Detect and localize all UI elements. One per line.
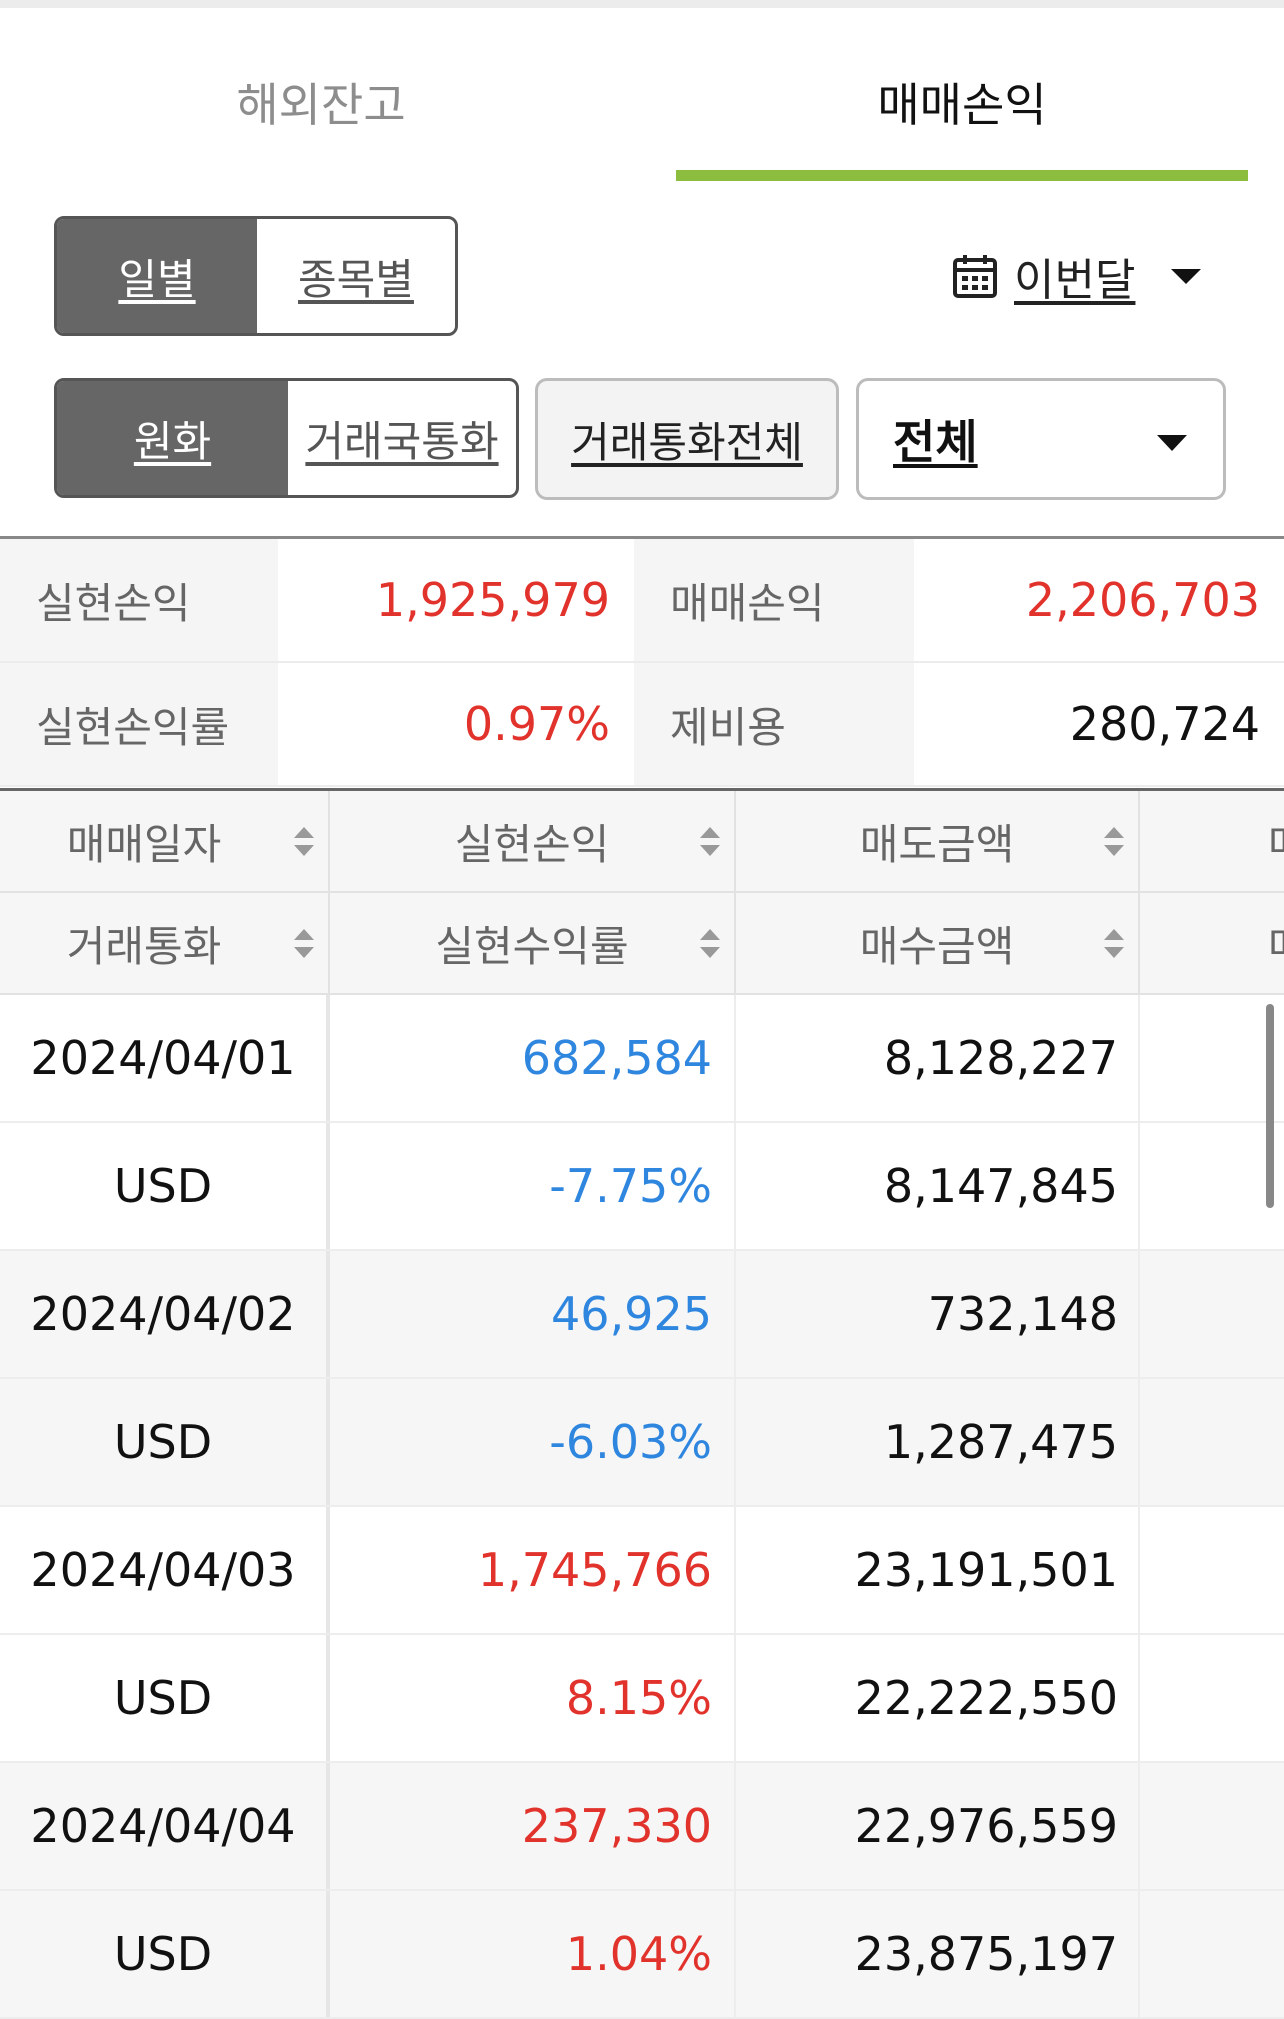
table-row[interactable]: 2024/04/03 1,745,766 23,191,501 (0, 1507, 1284, 1635)
header-buy-amount[interactable]: 매수금액 (736, 893, 1140, 993)
buy-amount-cell: 8,147,845 (736, 1123, 1140, 1249)
trade-date-cell: 2024/04/03 (0, 1507, 330, 1633)
summary-panel: 실현손익 1,925,979 매매손익 2,206,703 실현손익률 0.97… (0, 536, 1284, 787)
realized-rate-cell: 8.15% (330, 1635, 736, 1761)
col4-cell (1140, 1507, 1284, 1633)
realized-pl-value: 1,925,979 (375, 573, 610, 627)
realized-rate-value: 0.97% (463, 697, 610, 751)
header-sell-amount[interactable]: 매도금액 (736, 791, 1140, 891)
krw-toggle[interactable]: 원화 (57, 381, 288, 495)
sort-icon (294, 929, 314, 959)
table-row[interactable]: USD -7.75% 8,147,845 (0, 1123, 1284, 1251)
col4-cell (1140, 1891, 1284, 2017)
buy-amount-cell: 1,287,475 (736, 1379, 1140, 1505)
header-col4-bottom[interactable]: 매 (1140, 893, 1284, 993)
col4-cell (1140, 1763, 1284, 1889)
col4-cell (1140, 1251, 1284, 1377)
table-row-group[interactable]: 2024/04/01 682,584 8,128,227 USD -7.75% 8,147… (0, 995, 1284, 1251)
local-currency-toggle[interactable]: 거래국통화 (305, 416, 499, 466)
table-body: 2024/04/01 682,584 8,128,227 USD -7.75% 8,147… (0, 995, 1284, 2019)
sort-icon (700, 929, 720, 959)
currency-toggle: 원화 거래국통화 (54, 378, 519, 498)
top-divider (0, 0, 1284, 8)
table-row-group[interactable]: 2024/04/04 237,330 22,976,559 USD 1.04% 23,87… (0, 1763, 1284, 2019)
table-row[interactable]: 2024/04/04 237,330 22,976,559 (0, 1763, 1284, 1891)
table-row-group[interactable]: 2024/04/02 46,925 732,148 USD -6.03% 1,287,47… (0, 1251, 1284, 1507)
trade-table: 매매일자 실현손익 매도금액 매 거래통화 실현수익률 매수금액 매 2024/… (0, 788, 1284, 2019)
trade-date-cell: 2024/04/02 (0, 1251, 330, 1377)
fees-label: 제비용 (634, 663, 914, 785)
col4-cell (1140, 1379, 1284, 1505)
chevron-down-icon (1171, 268, 1202, 284)
chevron-down-icon (1157, 435, 1187, 451)
currency-cell: USD (0, 1379, 330, 1505)
table-row[interactable]: USD 1.04% 23,875,197 (0, 1891, 1284, 2019)
active-tab-indicator (676, 170, 1248, 181)
header-realized-rate[interactable]: 실현수익률 (330, 893, 736, 993)
col4-cell (1140, 995, 1284, 1121)
realized-pl-label: 실현손익 (0, 539, 278, 661)
trade-date-cell: 2024/04/01 (0, 995, 330, 1121)
all-currency-button[interactable]: 거래통화전체 (535, 378, 839, 500)
trade-pl-value: 2,206,703 (1025, 573, 1260, 627)
period-selector[interactable]: 이번달 (952, 244, 1202, 308)
header-realized-pl[interactable]: 실현손익 (330, 791, 736, 891)
calendar-icon (953, 255, 997, 298)
realized-pl-cell: 682,584 (330, 995, 736, 1121)
table-row-group[interactable]: 2024/04/03 1,745,766 23,191,501 USD 8.15% 22,… (0, 1507, 1284, 1763)
currency-cell: USD (0, 1891, 330, 2017)
header-trade-date[interactable]: 매매일자 (0, 791, 330, 891)
col4-cell (1140, 1635, 1284, 1761)
sort-icon (1104, 929, 1124, 959)
table-row[interactable]: USD 8.15% 22,222,550 (0, 1635, 1284, 1763)
buy-amount-cell: 23,875,197 (736, 1891, 1140, 2017)
filter-select[interactable]: 전체 (856, 378, 1226, 500)
realized-rate-label: 실현손익률 (0, 663, 278, 785)
table-row[interactable]: 2024/04/01 682,584 8,128,227 (0, 995, 1284, 1123)
trade-pl-label: 매매손익 (634, 539, 914, 661)
view-toggle: 일별 종목별 (54, 216, 458, 336)
tab-overseas-balance[interactable]: 해외잔고 (236, 78, 406, 132)
sell-amount-cell: 732,148 (736, 1251, 1140, 1377)
sell-amount-cell: 23,191,501 (736, 1507, 1140, 1633)
by-item-toggle[interactable]: 종목별 (298, 254, 414, 304)
trade-date-cell: 2024/04/04 (0, 1763, 330, 1889)
table-row[interactable]: 2024/04/02 46,925 732,148 (0, 1251, 1284, 1379)
currency-cell: USD (0, 1635, 330, 1761)
header-col4-top[interactable]: 매 (1140, 791, 1284, 891)
realized-pl-cell: 46,925 (330, 1251, 736, 1377)
sort-icon (700, 827, 720, 857)
fees-value: 280,724 (1069, 697, 1260, 751)
header-currency[interactable]: 거래통화 (0, 893, 330, 993)
sort-icon (294, 827, 314, 857)
col4-cell (1140, 1123, 1284, 1249)
realized-rate-cell: -7.75% (330, 1123, 736, 1249)
realized-pl-cell: 1,745,766 (330, 1507, 736, 1633)
daily-toggle[interactable]: 일별 (57, 219, 257, 333)
sell-amount-cell: 8,128,227 (736, 995, 1140, 1121)
realized-pl-cell: 237,330 (330, 1763, 736, 1889)
filter-select-value: 전체 (893, 415, 978, 469)
sort-icon (1104, 827, 1124, 857)
tab-trade-pl[interactable]: 매매손익 (877, 78, 1047, 132)
period-label: 이번달 (1014, 255, 1136, 306)
table-row[interactable]: USD -6.03% 1,287,475 (0, 1379, 1284, 1507)
sell-amount-cell: 22,976,559 (736, 1763, 1140, 1889)
currency-cell: USD (0, 1123, 330, 1249)
buy-amount-cell: 22,222,550 (736, 1635, 1140, 1761)
realized-rate-cell: -6.03% (330, 1379, 736, 1505)
scrollbar[interactable] (1266, 1004, 1274, 1208)
realized-rate-cell: 1.04% (330, 1891, 736, 2017)
